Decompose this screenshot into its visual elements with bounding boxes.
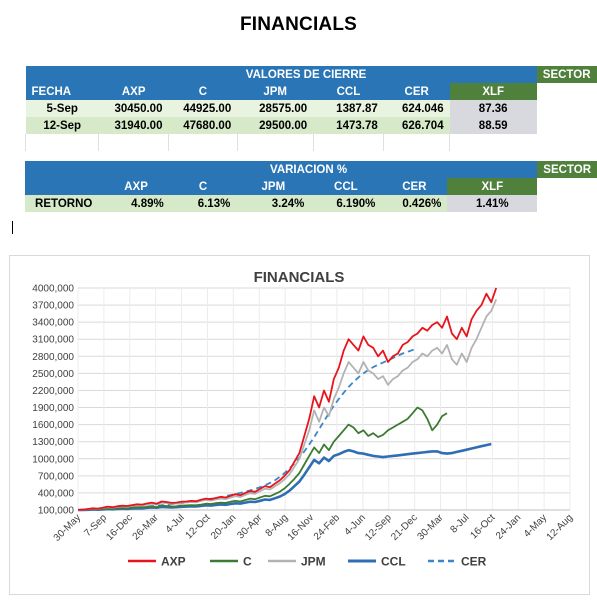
table-row: 12-Sep 31940.00 47680.00 29500.00 1473.7… xyxy=(25,117,597,134)
cell-fecha: 5-Sep xyxy=(25,100,99,117)
x-tick-label: 26-Mar xyxy=(131,512,162,543)
table2-column-headers: AXP C JPM CCL CER XLF xyxy=(25,178,597,195)
legend-label-jpm: JPM xyxy=(301,555,326,569)
cell-label: RETORNO xyxy=(25,195,103,212)
x-tick-label: 12-Aug xyxy=(545,512,576,543)
closing-values-table: VALORES DE CIERRE SECTOR FECHA AXP C JPM… xyxy=(24,66,597,151)
cell-ccl: 6.190% xyxy=(310,195,382,212)
x-tick-label: 24-Feb xyxy=(312,512,342,542)
cell-ccl: 1387.87 xyxy=(313,100,384,117)
page-title: FINANCIALS xyxy=(239,14,358,35)
x-tick-label: 30-Mar xyxy=(415,512,446,543)
x-tick-label: 20-Jan xyxy=(209,512,238,541)
cell-xlf: 87.36 xyxy=(449,100,537,117)
y-tick-label: 2800,000 xyxy=(32,352,74,363)
cell-cer: 624.046 xyxy=(383,100,450,117)
cell-axp: 31940.00 xyxy=(98,117,169,134)
series-line-c xyxy=(77,406,448,511)
cell-cer: 0.426% xyxy=(381,195,448,212)
col-header-cer: CER xyxy=(381,178,448,195)
cell-axp: 30450.00 xyxy=(98,100,169,117)
y-tick-label: 1600,000 xyxy=(32,420,74,431)
x-tick-label: 21-Dec xyxy=(389,512,420,543)
table2-header-top: VARIACION % SECTOR xyxy=(25,161,597,178)
y-tick-label: 2200,000 xyxy=(32,386,74,397)
series-line-axp xyxy=(77,287,498,511)
cell-xlf: 88.59 xyxy=(449,117,537,134)
cell-ccl: 1473.78 xyxy=(313,117,384,134)
col-header-axp: AXP xyxy=(102,178,170,195)
y-tick-label: 100,000 xyxy=(38,506,75,517)
x-tick-label: 8-Jul xyxy=(448,512,471,535)
col-header-cer: CER xyxy=(383,83,450,100)
cell-xlf: 1.41% xyxy=(447,195,538,212)
y-tick-label: 1300,000 xyxy=(32,437,74,448)
cell-fecha: 12-Sep xyxy=(25,117,99,134)
table1-column-headers: FECHA AXP C JPM CCL CER XLF xyxy=(25,83,597,100)
table1-title: VALORES DE CIERRE xyxy=(168,66,450,83)
col-header-ccl: CCL xyxy=(313,83,384,100)
cell-jpm: 29500.00 xyxy=(237,117,314,134)
cell-c: 47680.00 xyxy=(168,117,238,134)
x-tick-label: 30-Apr xyxy=(235,512,264,541)
chart-title: FINANCIALS xyxy=(254,269,345,286)
legend-label-cer: CER xyxy=(461,555,487,569)
x-tick-label: 24-Jan xyxy=(494,512,523,541)
col-header-xlf: XLF xyxy=(447,178,538,195)
y-tick-label: 3100,000 xyxy=(32,335,74,346)
y-tick-label: 3400,000 xyxy=(32,318,74,329)
cell-c: 44925.00 xyxy=(168,100,238,117)
y-tick-label: 2500,000 xyxy=(32,369,74,380)
col-header-axp: AXP xyxy=(98,83,169,100)
cell-c: 6.13% xyxy=(169,195,237,212)
cell-axp: 4.89% xyxy=(102,195,170,212)
legend-label-ccl: CCL xyxy=(381,555,406,569)
legend-label-axp: AXP xyxy=(161,555,186,569)
y-tick-label: 4000,000 xyxy=(32,284,74,295)
col-header-xlf: XLF xyxy=(449,83,537,100)
x-tick-label: 16-Nov xyxy=(286,512,317,543)
col-header-ccl: CCL xyxy=(310,178,382,195)
col-header-jpm: JPM xyxy=(236,178,311,195)
cell-cer: 626.704 xyxy=(383,117,450,134)
y-tick-label: 700,000 xyxy=(38,471,75,482)
x-tick-label: 12-Sep xyxy=(363,512,394,543)
y-tick-label: 400,000 xyxy=(38,488,75,499)
col-header-empty xyxy=(25,178,103,195)
col-header-c: C xyxy=(168,83,238,100)
x-tick-label: 16-Dec xyxy=(104,512,135,543)
table-row: RETORNO 4.89% 6.13% 3.24% 6.190% 0.426% … xyxy=(25,195,597,212)
y-tick-label: 1900,000 xyxy=(32,403,74,414)
x-tick-label: 30-May xyxy=(52,512,83,543)
table2-title: VARIACION % xyxy=(169,161,448,178)
y-tick-label: 3700,000 xyxy=(32,301,74,312)
series-line-ccl xyxy=(77,442,492,512)
series-line-cer xyxy=(77,347,418,511)
series-line-jpm xyxy=(77,299,498,511)
table-row: 5-Sep 30450.00 44925.00 28575.00 1387.87… xyxy=(25,100,597,117)
table1-sector-header: SECTOR xyxy=(536,66,597,83)
table1-header-top: VALORES DE CIERRE SECTOR xyxy=(25,66,597,83)
variation-table: VARIACION % SECTOR AXP C JPM CCL CER XLF… xyxy=(25,161,597,212)
col-header-jpm: JPM xyxy=(237,83,314,100)
x-tick-label: 12-Oct xyxy=(184,512,213,541)
chart-container: FINANCIALS 100,000 400,000 700,000 1000,000… xyxy=(9,255,590,595)
line-chart: FINANCIALS 100,000 400,000 700,000 1000,000… xyxy=(32,269,576,569)
x-tick-label: 16-Oct xyxy=(468,512,497,541)
col-header-c: C xyxy=(169,178,237,195)
cell-jpm: 28575.00 xyxy=(237,100,314,117)
cell-jpm: 3.24% xyxy=(236,195,311,212)
blank-row xyxy=(24,134,597,151)
y-tick-label: 1000,000 xyxy=(32,454,74,465)
x-tick-label: 4-Jul xyxy=(164,512,187,535)
table2-sector-header: SECTOR xyxy=(537,161,597,178)
text-cursor xyxy=(12,221,13,234)
legend-label-c: C xyxy=(243,555,252,569)
col-header-fecha: FECHA xyxy=(25,83,99,100)
